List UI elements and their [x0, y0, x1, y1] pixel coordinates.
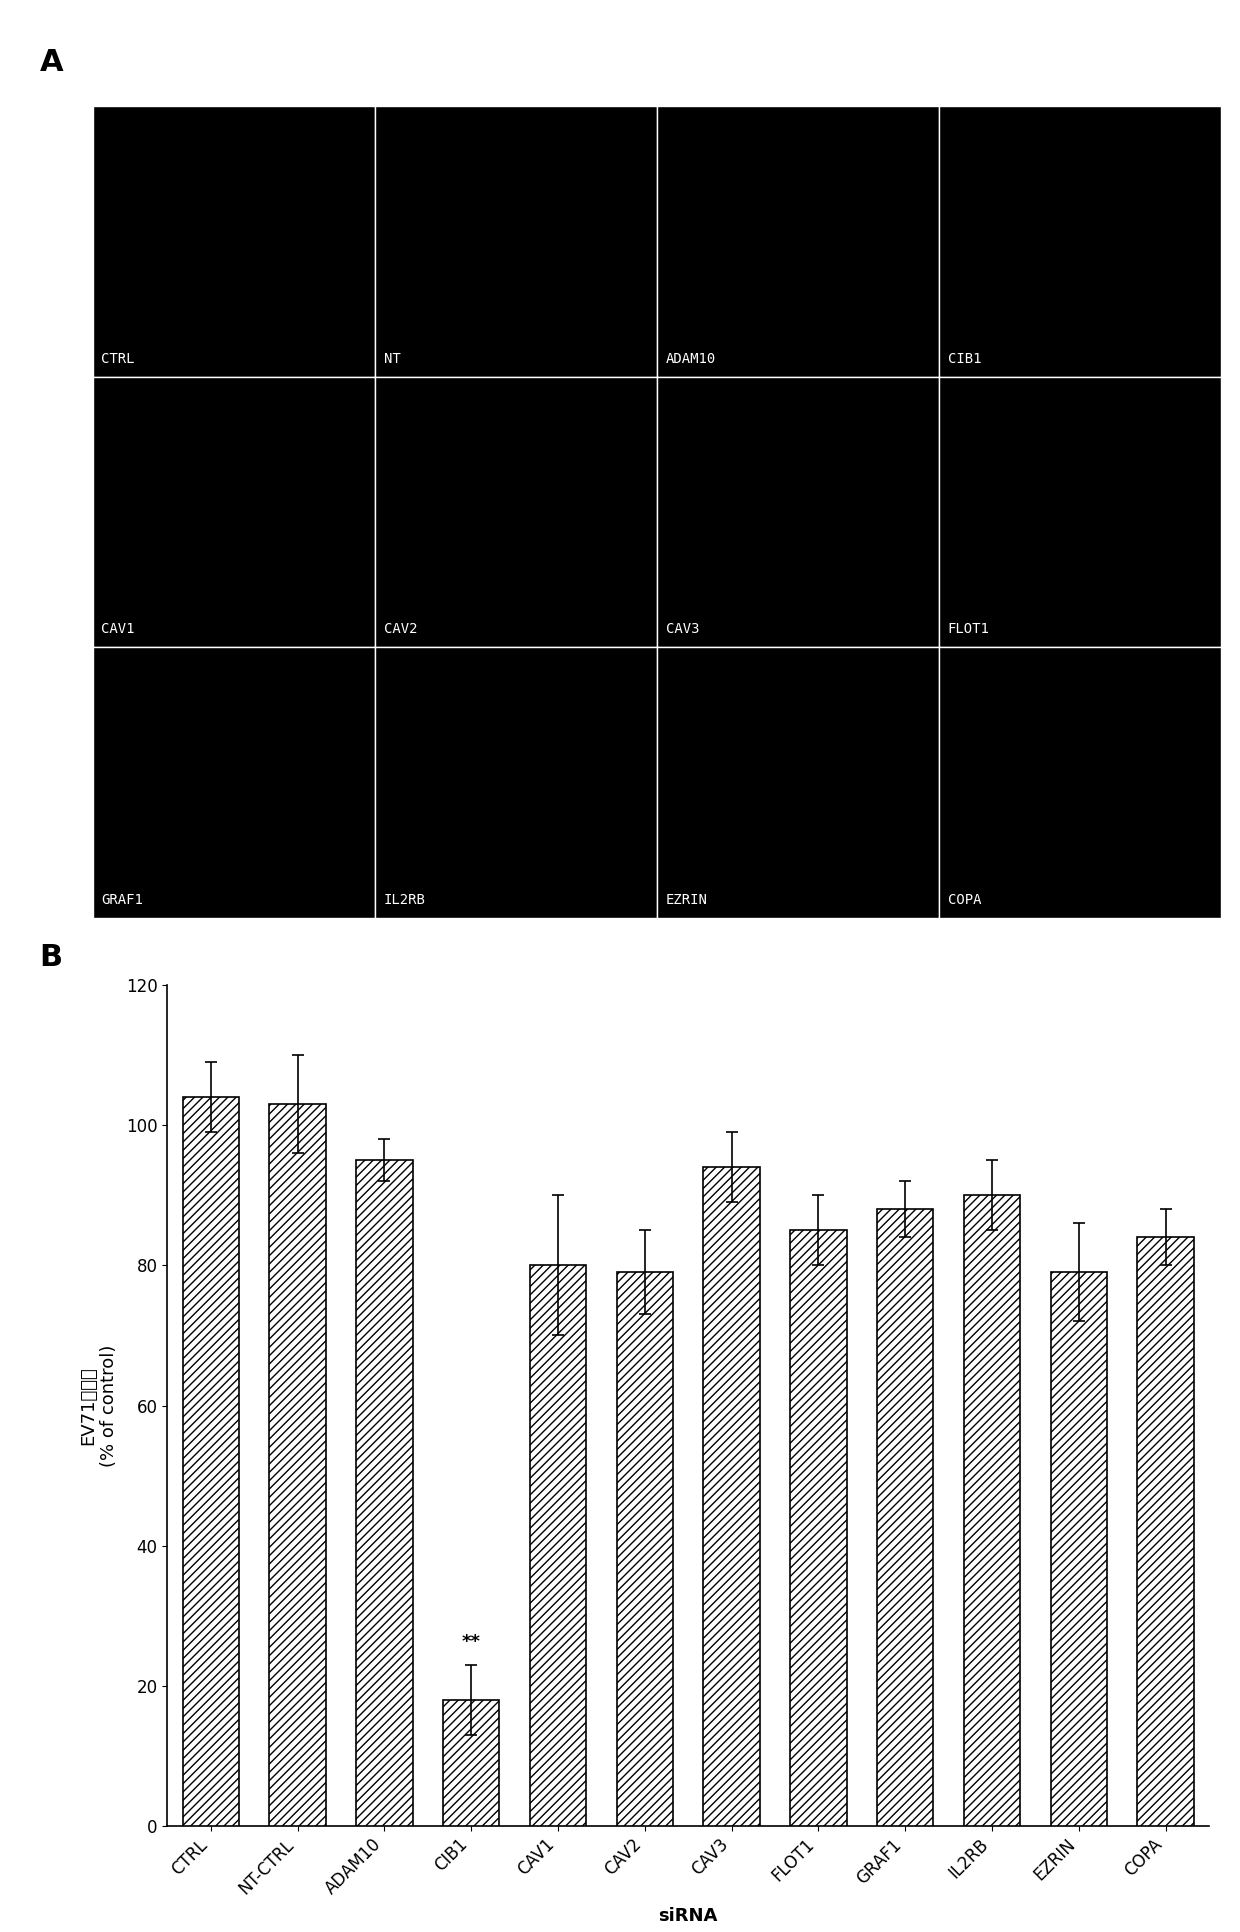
Bar [877, 1209, 934, 1826]
Bar [616, 1273, 673, 1826]
Text: ADAM10: ADAM10 [666, 352, 715, 365]
Bar [529, 1265, 587, 1826]
Text: IL2RB: IL2RB [383, 893, 425, 906]
Text: FLOT1: FLOT1 [947, 622, 990, 636]
Bar [1137, 1238, 1194, 1826]
Bar [182, 1097, 239, 1826]
Text: CAV3: CAV3 [666, 622, 699, 636]
Text: CTRL: CTRL [102, 352, 135, 365]
Text: A: A [40, 48, 63, 77]
Text: B: B [40, 943, 63, 972]
Text: GRAF1: GRAF1 [102, 893, 144, 906]
Text: NT: NT [383, 352, 401, 365]
Bar [356, 1161, 413, 1826]
Y-axis label: EV71感染性
(% of control): EV71感染性 (% of control) [79, 1345, 118, 1466]
Bar [269, 1105, 326, 1826]
Text: EZRIN: EZRIN [666, 893, 708, 906]
Bar [790, 1231, 847, 1826]
Text: **: ** [461, 1633, 481, 1650]
Text: CAV1: CAV1 [102, 622, 135, 636]
X-axis label: siRNA: siRNA [658, 1907, 718, 1924]
Text: COPA: COPA [947, 893, 981, 906]
Bar [1050, 1273, 1107, 1826]
Text: CAV2: CAV2 [383, 622, 417, 636]
Bar [703, 1167, 760, 1826]
Text: CIB1: CIB1 [947, 352, 981, 365]
Bar [443, 1700, 500, 1826]
Bar [963, 1196, 1021, 1826]
